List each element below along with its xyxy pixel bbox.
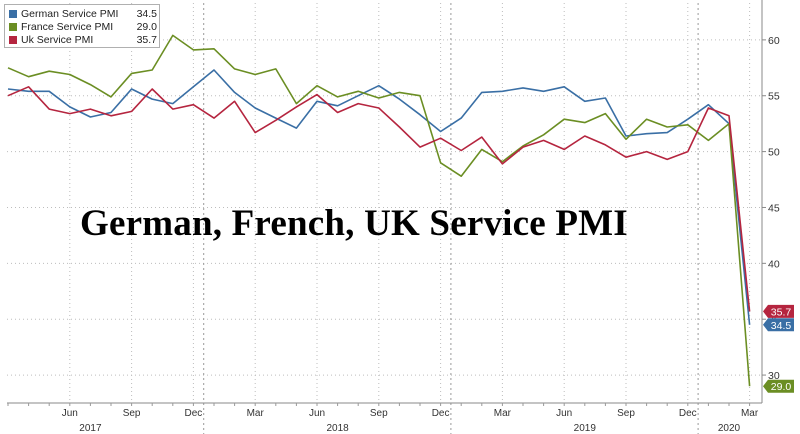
chart-title: German, French, UK Service PMI	[80, 203, 628, 244]
x-tick-label-2019-12: Dec	[679, 408, 697, 419]
year-label-2019: 2019	[574, 423, 597, 434]
x-tick-label-2019-03: Mar	[494, 408, 512, 419]
series-line-uk-service-pmi	[7, 86, 751, 312]
end-label-bg-uk-service-pmi	[763, 304, 794, 318]
axes: 30354045505560JunSepDecMarJunSepDecMarJu…	[7, 0, 780, 434]
x-tick-label-2018-12: Dec	[432, 408, 450, 419]
end-label-bg-german-service-pmi	[763, 318, 794, 332]
x-tick-label-2019-09: Sep	[617, 408, 635, 419]
year-label-2018: 2018	[326, 423, 349, 434]
legend-item-uk: Uk Service PMI 35.7	[9, 34, 157, 47]
x-tick-label-2018-03: Mar	[247, 408, 265, 419]
end-label-text-german-service-pmi: 34.5	[771, 320, 792, 332]
end-label-german-service-pmi: 34.5	[763, 318, 794, 332]
legend-swatch-uk	[9, 36, 17, 44]
x-tick-label-2018-06: Jun	[309, 408, 325, 419]
x-tick-label-2019-06: Jun	[556, 408, 572, 419]
year-separators	[203, 3, 699, 434]
legend-swatch-france	[9, 23, 17, 31]
series-lines	[7, 34, 751, 387]
x-tick-label-2018-09: Sep	[370, 408, 388, 419]
legend-item-german: German Service PMI 34.5	[9, 8, 157, 21]
series-line-france-service-pmi	[7, 34, 751, 387]
end-label-bg-france-service-pmi	[763, 379, 794, 393]
x-tick-label-2020-03: Mar	[741, 408, 759, 419]
series-line-german-service-pmi	[7, 69, 751, 325]
legend-value-france: 29.0	[136, 21, 157, 33]
year-label-2017: 2017	[79, 423, 102, 434]
gridlines	[7, 3, 762, 403]
legend-label-german: German Service PMI	[21, 8, 119, 20]
legend-value-german: 34.5	[136, 8, 157, 20]
y-tick-label-30: 30	[768, 370, 780, 382]
y-tick-label-60: 60	[768, 35, 780, 47]
year-label-2020: 2020	[718, 423, 741, 434]
x-tick-label-2017-12: Dec	[185, 408, 203, 419]
end-label-text-france-service-pmi: 29.0	[771, 381, 792, 393]
legend-item-france: France Service PMI 29.0	[9, 21, 157, 34]
y-tick-label-40: 40	[768, 258, 780, 270]
legend-label-uk: Uk Service PMI	[21, 34, 94, 46]
end-label-uk-service-pmi: 35.7	[763, 304, 794, 318]
chart-legend: German Service PMI 34.5 France Service PM…	[4, 4, 160, 48]
end-label-text-uk-service-pmi: 35.7	[771, 306, 792, 318]
end-value-labels: 34.5 29.0 35.7	[763, 304, 794, 393]
x-tick-label-2017-09: Sep	[123, 408, 141, 419]
legend-label-france: France Service PMI	[21, 21, 114, 33]
y-tick-label-55: 55	[768, 91, 780, 103]
end-label-france-service-pmi: 29.0	[763, 379, 794, 393]
x-tick-label-2017-06: Jun	[62, 408, 78, 419]
legend-swatch-german	[9, 10, 17, 18]
y-tick-label-45: 45	[768, 202, 780, 214]
y-tick-label-50: 50	[768, 147, 780, 159]
legend-value-uk: 35.7	[136, 34, 157, 46]
